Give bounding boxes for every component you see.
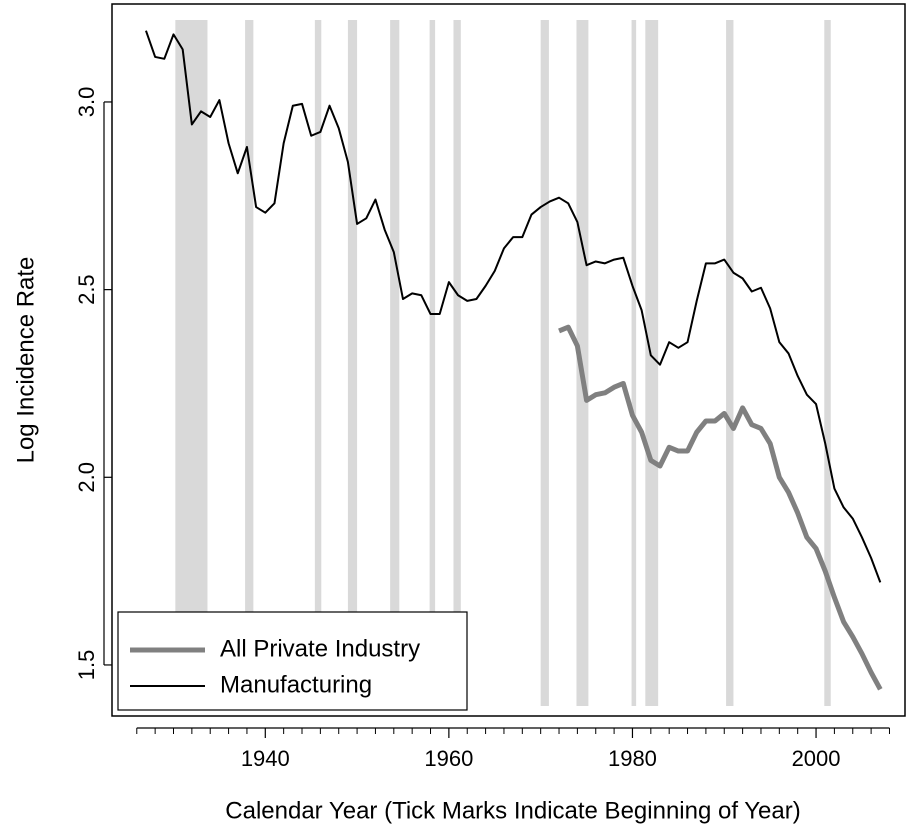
x-tick-label: 1940 xyxy=(241,746,290,771)
recession-band xyxy=(390,20,400,706)
recession-band xyxy=(631,20,637,706)
y-tick-label: 2.5 xyxy=(74,274,99,305)
y-tick-label: 1.5 xyxy=(74,650,99,681)
x-tick-label: 2000 xyxy=(792,746,841,771)
recession-band xyxy=(245,20,254,706)
legend: All Private Industry Manufacturing xyxy=(117,611,468,711)
x-tick-label: 1980 xyxy=(608,746,657,771)
y-tick-label: 2.0 xyxy=(74,462,99,493)
plot-lines xyxy=(145,30,883,691)
recession-band xyxy=(453,20,461,706)
recession-band xyxy=(726,20,734,706)
legend-box xyxy=(117,611,468,711)
recession-band xyxy=(175,20,208,706)
recession-band xyxy=(314,20,322,706)
series-line xyxy=(145,30,882,583)
x-axis-label: Calendar Year (Tick Marks Indicate Begin… xyxy=(225,797,800,824)
recession-bands xyxy=(175,20,831,706)
plot-frame xyxy=(111,3,906,717)
legend-label: Manufacturing xyxy=(220,671,372,698)
recession-band xyxy=(540,20,549,706)
legend-label: All Private Industry xyxy=(220,635,420,662)
y-axis-label: Log Incidence Rate xyxy=(12,257,39,464)
x-tick-label: 1960 xyxy=(424,746,473,771)
recession-band xyxy=(645,20,659,706)
recession-band xyxy=(347,20,358,706)
recession-band xyxy=(429,20,436,706)
y-tick-label: 3.0 xyxy=(74,87,99,118)
recession-band xyxy=(824,20,831,706)
series-line xyxy=(558,324,883,691)
